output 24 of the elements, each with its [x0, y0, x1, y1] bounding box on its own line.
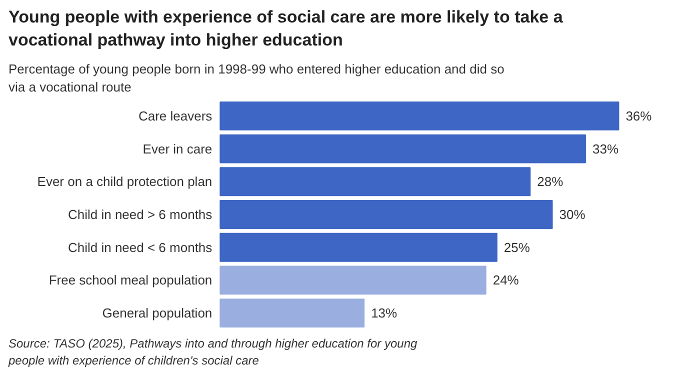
chart-subtitle: Percentage of young people born in 1998-99 who entered higher education and did so via a vocational route [8, 62, 504, 94]
y-tick-label: Ever in care [142, 141, 212, 156]
bar [220, 232, 498, 262]
data-label: 36% [626, 108, 652, 124]
y-tick-label: Child in need < 6 months [68, 240, 213, 255]
y-tick-label: Child in need > 6 months [68, 207, 213, 222]
source-note: Source: TASO (2025), Pathways into and through higher education for young people with experience of children's social care [8, 336, 418, 368]
bar [220, 101, 620, 130]
data-label: 13% [371, 306, 398, 321]
data-label: 30% [559, 207, 586, 222]
bar [220, 134, 586, 164]
data-label: 25% [504, 240, 530, 255]
bar [220, 167, 531, 196]
data-label: 28% [537, 174, 564, 190]
data-label: 24% [492, 272, 520, 288]
bar [220, 266, 486, 295]
y-tick-label: Free school meal population [48, 272, 212, 288]
y-tick-label: Ever on a child protection plan [37, 174, 212, 190]
chart-title: Young people with experience of social care are more likely to take a vocational pathway into higher education [8, 8, 564, 50]
y-tick-label: General population [102, 306, 212, 321]
bar [220, 200, 553, 229]
bar [220, 298, 365, 328]
y-tick-label: Care leavers [138, 108, 213, 124]
data-label: 33% [592, 141, 619, 156]
